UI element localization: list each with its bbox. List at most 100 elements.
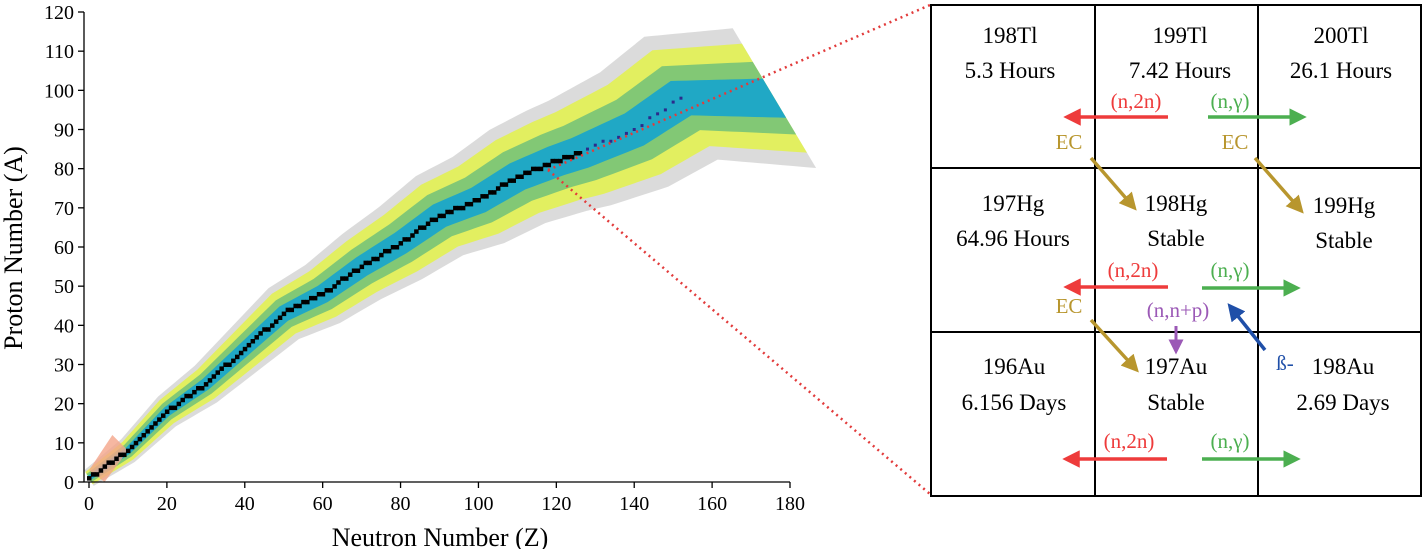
stable-nuclide	[301, 299, 306, 305]
stable-nuclide	[223, 362, 228, 367]
stable-nuclide	[203, 382, 209, 387]
stable-nuclide	[394, 245, 400, 250]
heavy-nuclide	[648, 116, 652, 120]
stable-nuclide	[270, 323, 275, 328]
stable-nuclide	[293, 303, 298, 309]
stable-nuclide	[433, 217, 439, 223]
nuclide-grid: 198Tl 5.3 Hours 199Tl 7.42 Hours 200Tl 2…	[930, 4, 1422, 497]
stable-nuclide	[227, 362, 232, 367]
stable-nuclide	[460, 205, 466, 211]
x-tick-label: 0	[84, 493, 94, 515]
stable-nuclide	[184, 393, 189, 399]
stable-nuclide	[418, 225, 423, 230]
y-tick-label: 0	[64, 472, 74, 494]
stable-nuclide	[550, 158, 555, 164]
stable-nuclide	[402, 237, 407, 242]
heavy-nuclide	[663, 108, 667, 112]
stable-nuclide	[234, 354, 240, 360]
stable-nuclide	[215, 370, 221, 375]
stable-nuclide	[199, 386, 205, 391]
heavy-nuclide	[617, 135, 621, 139]
stable-nuclide	[129, 444, 135, 450]
heavy-nuclide	[609, 139, 613, 143]
ng-label-3: (n,γ)	[1210, 429, 1249, 453]
nuclide-bands	[84, 28, 817, 486]
beta-label: ß-	[1276, 351, 1294, 375]
stable-nuclide	[527, 170, 532, 176]
stable-nuclide	[180, 397, 185, 403]
cell-196au-nuclide: 196Au	[983, 354, 1046, 379]
x-tick-label: 140	[619, 493, 649, 515]
stable-nuclide	[277, 315, 283, 320]
stable-nuclide	[507, 178, 513, 183]
cell-199tl-halflife: 7.42 Hours	[1129, 58, 1231, 83]
heavy-nuclide	[632, 128, 636, 131]
stable-nuclide	[168, 405, 174, 411]
x-axis-label: Neutron Number (Z)	[332, 523, 549, 549]
stable-nuclide	[351, 268, 357, 273]
ec-label-3: EC	[1056, 294, 1083, 318]
n2n-label-3: (n,2n)	[1104, 429, 1155, 453]
n2n-label-1: (n,2n)	[1111, 89, 1162, 113]
stable-nuclide	[495, 186, 501, 191]
y-tick-label: 100	[44, 80, 74, 102]
stable-nuclide	[476, 198, 481, 203]
stable-nuclide	[386, 248, 392, 254]
x-tick-label: 160	[697, 493, 727, 515]
stable-nuclide	[160, 413, 166, 418]
cell-198tl-halflife: 5.3 Hours	[965, 58, 1056, 83]
stable-nuclide	[534, 166, 540, 172]
stable-nuclide	[308, 295, 314, 301]
stable-nuclide	[90, 472, 96, 477]
y-axis-label: Proton Number (A)	[0, 146, 28, 350]
stable-nuclide	[328, 288, 333, 293]
stable-nuclide	[464, 201, 470, 207]
y-tick-label: 90	[54, 120, 74, 142]
stable-nuclide	[118, 452, 123, 458]
stable-nuclide	[523, 170, 528, 176]
stable-nuclide	[324, 288, 330, 293]
stable-nuclide	[289, 307, 295, 313]
stable-nuclide	[515, 174, 520, 179]
stable-nuclide	[320, 292, 326, 297]
stable-nuclide	[246, 342, 252, 348]
stable-nuclide	[511, 178, 516, 183]
x-tick-label: 60	[313, 493, 333, 515]
cell-199hg-nuclide: 199Hg	[1313, 193, 1376, 218]
stable-nuclide	[382, 248, 388, 254]
stable-nuclide	[110, 460, 115, 465]
stable-nuclide	[250, 339, 256, 344]
stable-nuclide	[285, 307, 291, 313]
stable-nuclide	[340, 276, 345, 281]
heavy-nuclide	[640, 124, 644, 128]
ec-arrow-3	[1089, 318, 1139, 373]
nuclide-chart: 0 20 40 60 80 100 120 140 160 180 0 10 20 30 40 50 60 70…	[0, 2, 817, 549]
stable-nuclide	[344, 276, 349, 281]
cell-198tl-nuclide: 198Tl	[983, 23, 1038, 48]
x-tick-label: 20	[157, 493, 177, 515]
stable-nuclide	[554, 158, 559, 164]
stable-nuclide	[262, 327, 267, 332]
grid-border	[930, 4, 1422, 497]
y-tick-label: 10	[54, 433, 74, 455]
stable-nuclide	[125, 448, 131, 454]
x-tick-label: 80	[391, 493, 411, 515]
ec-arrow-2	[1253, 156, 1304, 214]
ng-label-1: (n,γ)	[1210, 89, 1249, 113]
stable-nuclide	[242, 346, 248, 352]
stable-nuclide	[492, 190, 497, 195]
stable-nuclide	[192, 389, 197, 395]
stable-nuclide	[542, 162, 548, 168]
stable-nuclide	[577, 151, 583, 156]
stable-nuclide	[157, 417, 162, 422]
stable-nuclide	[363, 260, 369, 266]
stable-nuclide	[546, 162, 552, 168]
stable-nuclide	[297, 303, 302, 309]
stable-nuclide	[499, 182, 505, 187]
y-tick-label: 30	[54, 355, 74, 377]
cell-197hg-nuclide: 197Hg	[982, 191, 1045, 216]
heavy-nuclide	[671, 100, 675, 104]
cell-196au-halflife: 6.156 Days	[962, 390, 1067, 415]
stable-nuclide	[367, 260, 372, 266]
stable-nuclide	[355, 268, 361, 273]
